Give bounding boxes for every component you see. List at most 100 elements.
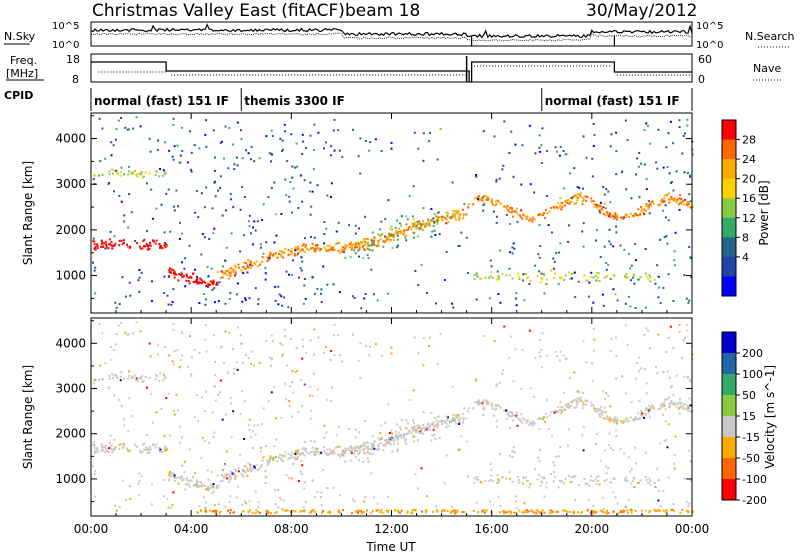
echo-cell xyxy=(320,491,323,494)
echo-cell xyxy=(578,399,581,401)
echo-cell xyxy=(262,456,265,459)
echo-cell xyxy=(526,479,528,482)
echo-cell xyxy=(651,200,654,203)
echo-cell xyxy=(554,205,557,208)
echo-cell xyxy=(566,201,569,204)
echo-cell xyxy=(154,173,157,176)
echo-cell xyxy=(160,246,163,249)
echo-cell xyxy=(194,268,197,271)
echo-cell xyxy=(163,231,166,234)
echo-cell xyxy=(259,243,262,246)
echo-cell xyxy=(123,442,125,445)
echo-cell xyxy=(502,369,505,372)
echo-cell xyxy=(582,391,585,394)
echo-cell xyxy=(249,463,252,466)
echo-cell xyxy=(297,207,300,209)
echo-cell xyxy=(451,385,454,388)
echo-cell xyxy=(228,475,231,478)
echo-cell xyxy=(243,234,246,237)
echo-cell xyxy=(459,420,461,423)
echo-cell xyxy=(239,412,242,415)
echo-cell xyxy=(199,480,202,483)
echo-cell xyxy=(396,438,399,441)
echo-cell xyxy=(357,241,360,244)
echo-cell xyxy=(197,282,200,285)
echo-cell xyxy=(678,324,681,327)
colorbar-tick-label: -50 xyxy=(742,452,760,465)
echo-cell xyxy=(268,356,271,359)
echo-cell xyxy=(118,443,121,446)
echo-cell xyxy=(593,410,596,413)
echo-cell xyxy=(580,511,583,514)
echo-cell xyxy=(148,342,151,345)
echo-cell xyxy=(498,201,501,203)
echo-cell xyxy=(490,468,493,471)
colorbar-swatch xyxy=(722,276,736,297)
echo-cell xyxy=(417,147,420,150)
echo-cell xyxy=(358,227,360,230)
echo-cell xyxy=(489,275,492,278)
echo-cell xyxy=(135,174,138,177)
nave-trace xyxy=(98,65,692,76)
echo-cell xyxy=(381,436,384,439)
echo-cell xyxy=(485,198,488,201)
echo-cell xyxy=(572,400,575,402)
echo-cell xyxy=(338,149,341,152)
echo-cell xyxy=(557,406,560,409)
echo-cell xyxy=(473,274,476,277)
echo-cell xyxy=(314,250,316,253)
echo-cell xyxy=(515,414,518,417)
echo-cell xyxy=(198,505,201,508)
x-tick-label: 08:00 xyxy=(274,522,309,536)
echo-cell xyxy=(309,181,312,184)
echo-cell xyxy=(103,242,106,245)
colorbar-tick-label: -15 xyxy=(742,431,760,444)
echo-cell xyxy=(186,161,189,164)
echo-cell xyxy=(341,250,344,253)
echo-cell xyxy=(598,483,601,486)
echo-cell xyxy=(529,421,531,424)
echo-cell xyxy=(499,301,502,304)
echo-cell xyxy=(285,398,288,401)
echo-cell xyxy=(219,510,222,513)
echo-cell xyxy=(254,229,257,232)
echo-cell xyxy=(643,368,646,371)
echo-cell xyxy=(601,510,604,513)
echo-cell xyxy=(294,458,296,461)
echo-cell xyxy=(443,279,446,281)
echo-cell xyxy=(114,343,117,346)
echo-cell xyxy=(396,244,399,247)
echo-cell xyxy=(353,249,356,252)
echo-cell xyxy=(643,128,646,131)
echo-cell xyxy=(612,510,615,513)
echo-cell xyxy=(370,472,373,475)
echo-cell xyxy=(246,467,249,470)
echo-cell xyxy=(643,213,646,215)
echo-cell xyxy=(241,185,243,188)
echo-cell xyxy=(234,266,237,269)
echo-cell xyxy=(648,200,651,203)
echo-cell xyxy=(412,421,415,424)
echo-cell xyxy=(435,424,438,427)
echo-cell xyxy=(528,486,531,489)
echo-cell xyxy=(188,282,191,285)
echo-cell xyxy=(265,445,268,447)
echo-cell xyxy=(363,447,366,450)
echo-cell xyxy=(662,509,665,512)
echo-cell xyxy=(133,374,136,377)
echo-cell xyxy=(93,174,96,177)
echo-cell xyxy=(592,349,595,352)
freq-trace xyxy=(91,61,692,83)
echo-cell xyxy=(226,473,229,476)
echo-cell xyxy=(477,195,480,198)
echo-cell xyxy=(225,209,227,212)
echo-cell xyxy=(634,446,637,449)
echo-cell xyxy=(538,224,541,226)
echo-cell xyxy=(165,243,168,246)
echo-cell xyxy=(242,266,245,268)
echo-cell xyxy=(184,488,187,491)
echo-cell xyxy=(296,370,299,373)
echo-cell xyxy=(525,215,528,218)
echo-cell xyxy=(394,435,397,438)
echo-cell xyxy=(485,509,488,512)
